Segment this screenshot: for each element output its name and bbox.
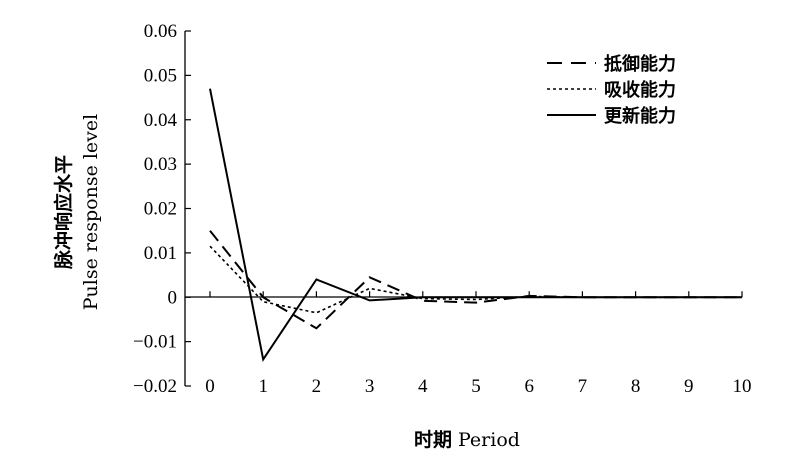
x-axis-title-cn: 时期 (414, 429, 452, 451)
x-tick-label: 5 (471, 376, 481, 397)
x-tick-label: 9 (684, 376, 694, 397)
x-ticks: 0 1 2 3 4 5 6 7 8 9 10 (205, 291, 752, 397)
y-axis-title: 脉冲响应水平 Pulse response level (52, 114, 102, 310)
y-tick-label: 0.06 (144, 21, 177, 42)
y-tick-label: 0.01 (144, 243, 177, 264)
y-tick-label: 0.04 (144, 110, 178, 131)
legend-label-3: 更新能力 (604, 105, 676, 127)
y-tick-label: 0 (168, 287, 178, 308)
x-tick-label: 0 (205, 376, 215, 397)
y-tick-label: −0.02 (133, 376, 177, 397)
y-axis-title-cn: 脉冲响应水平 (52, 155, 75, 270)
legend-label-1: 抵御能力 (604, 53, 676, 75)
series-line-3 (209, 88, 742, 362)
x-tick-label: 10 (733, 376, 752, 397)
x-tick-label: 7 (578, 376, 588, 397)
x-tick-label: 2 (312, 376, 322, 397)
x-tick-label: 1 (258, 376, 268, 397)
y-ticks: 0.06 0.05 0.04 0.03 0.02 0.01 0 −0.01 −0.02 (133, 21, 191, 397)
x-tick-label: 3 (365, 376, 375, 397)
series-line-1 (209, 230, 742, 330)
x-tick-label: 6 (524, 376, 534, 397)
x-axis-title: 时期 Period (414, 429, 520, 451)
x-axis-title-en: Period (458, 429, 520, 451)
x-tick-label: 4 (418, 376, 428, 397)
series-lines (209, 88, 742, 362)
y-tick-label: 0.03 (144, 154, 177, 175)
y-tick-label: 0.02 (144, 199, 177, 220)
y-tick-label: −0.01 (133, 332, 177, 353)
legend-label-2: 吸收能力 (604, 79, 676, 101)
x-tick-label: 8 (631, 376, 641, 397)
y-tick-label: 0.05 (144, 65, 177, 86)
y-axis-title-en: Pulse response level (80, 114, 102, 310)
